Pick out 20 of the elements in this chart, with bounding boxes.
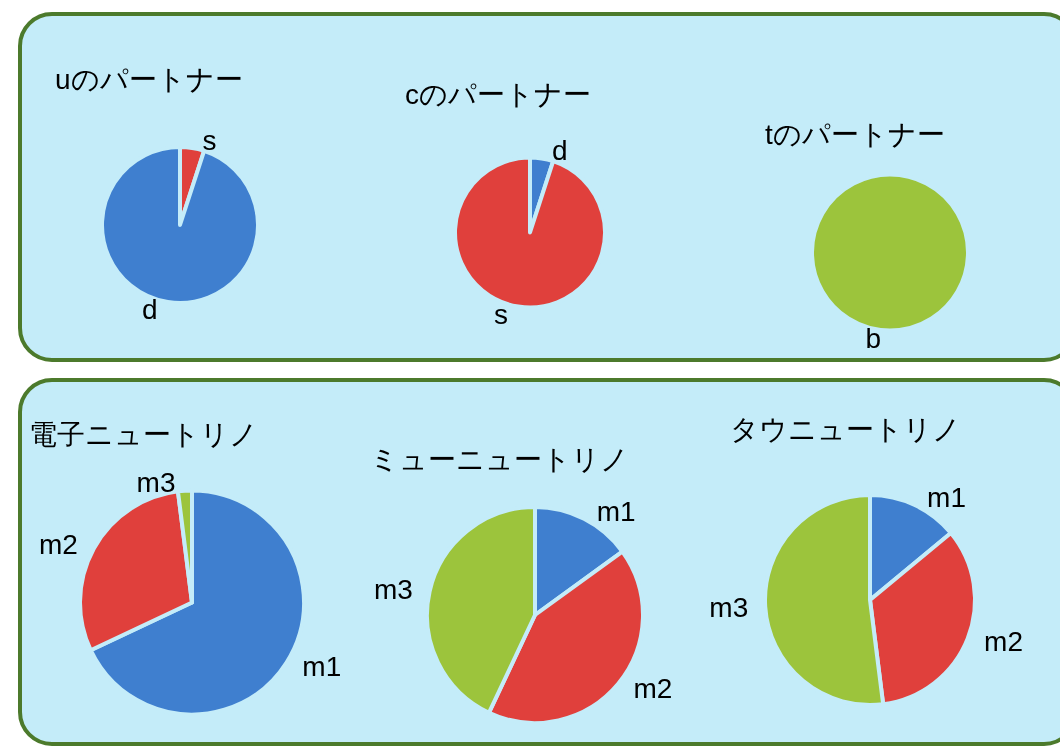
slice-label: m1 [927, 482, 967, 514]
chart-title: タウニュートリノ [730, 413, 961, 445]
slice-label: s [202, 124, 217, 156]
chart-title: cのパートナー [405, 78, 591, 110]
chart-title: ミューニュートリノ [370, 443, 629, 475]
slice-label: m1 [302, 651, 342, 683]
slice-label: m2 [984, 626, 1023, 658]
slice-label: s [494, 298, 509, 330]
slice-label: d [551, 135, 568, 167]
slice-label: m2 [633, 673, 673, 705]
chart-title: tのパートナー [765, 118, 945, 150]
chart-title: 電子ニュートリノ [29, 418, 258, 450]
slice-label: m2 [38, 529, 78, 561]
chart-title: uのパートナー [55, 63, 243, 95]
slice-label: m3 [136, 467, 176, 499]
slice-label: m3 [373, 574, 413, 606]
slice-label: m3 [709, 591, 749, 623]
slice-label: m1 [596, 496, 636, 528]
slice-label: d [141, 294, 158, 326]
slice-label: b [865, 323, 881, 354]
